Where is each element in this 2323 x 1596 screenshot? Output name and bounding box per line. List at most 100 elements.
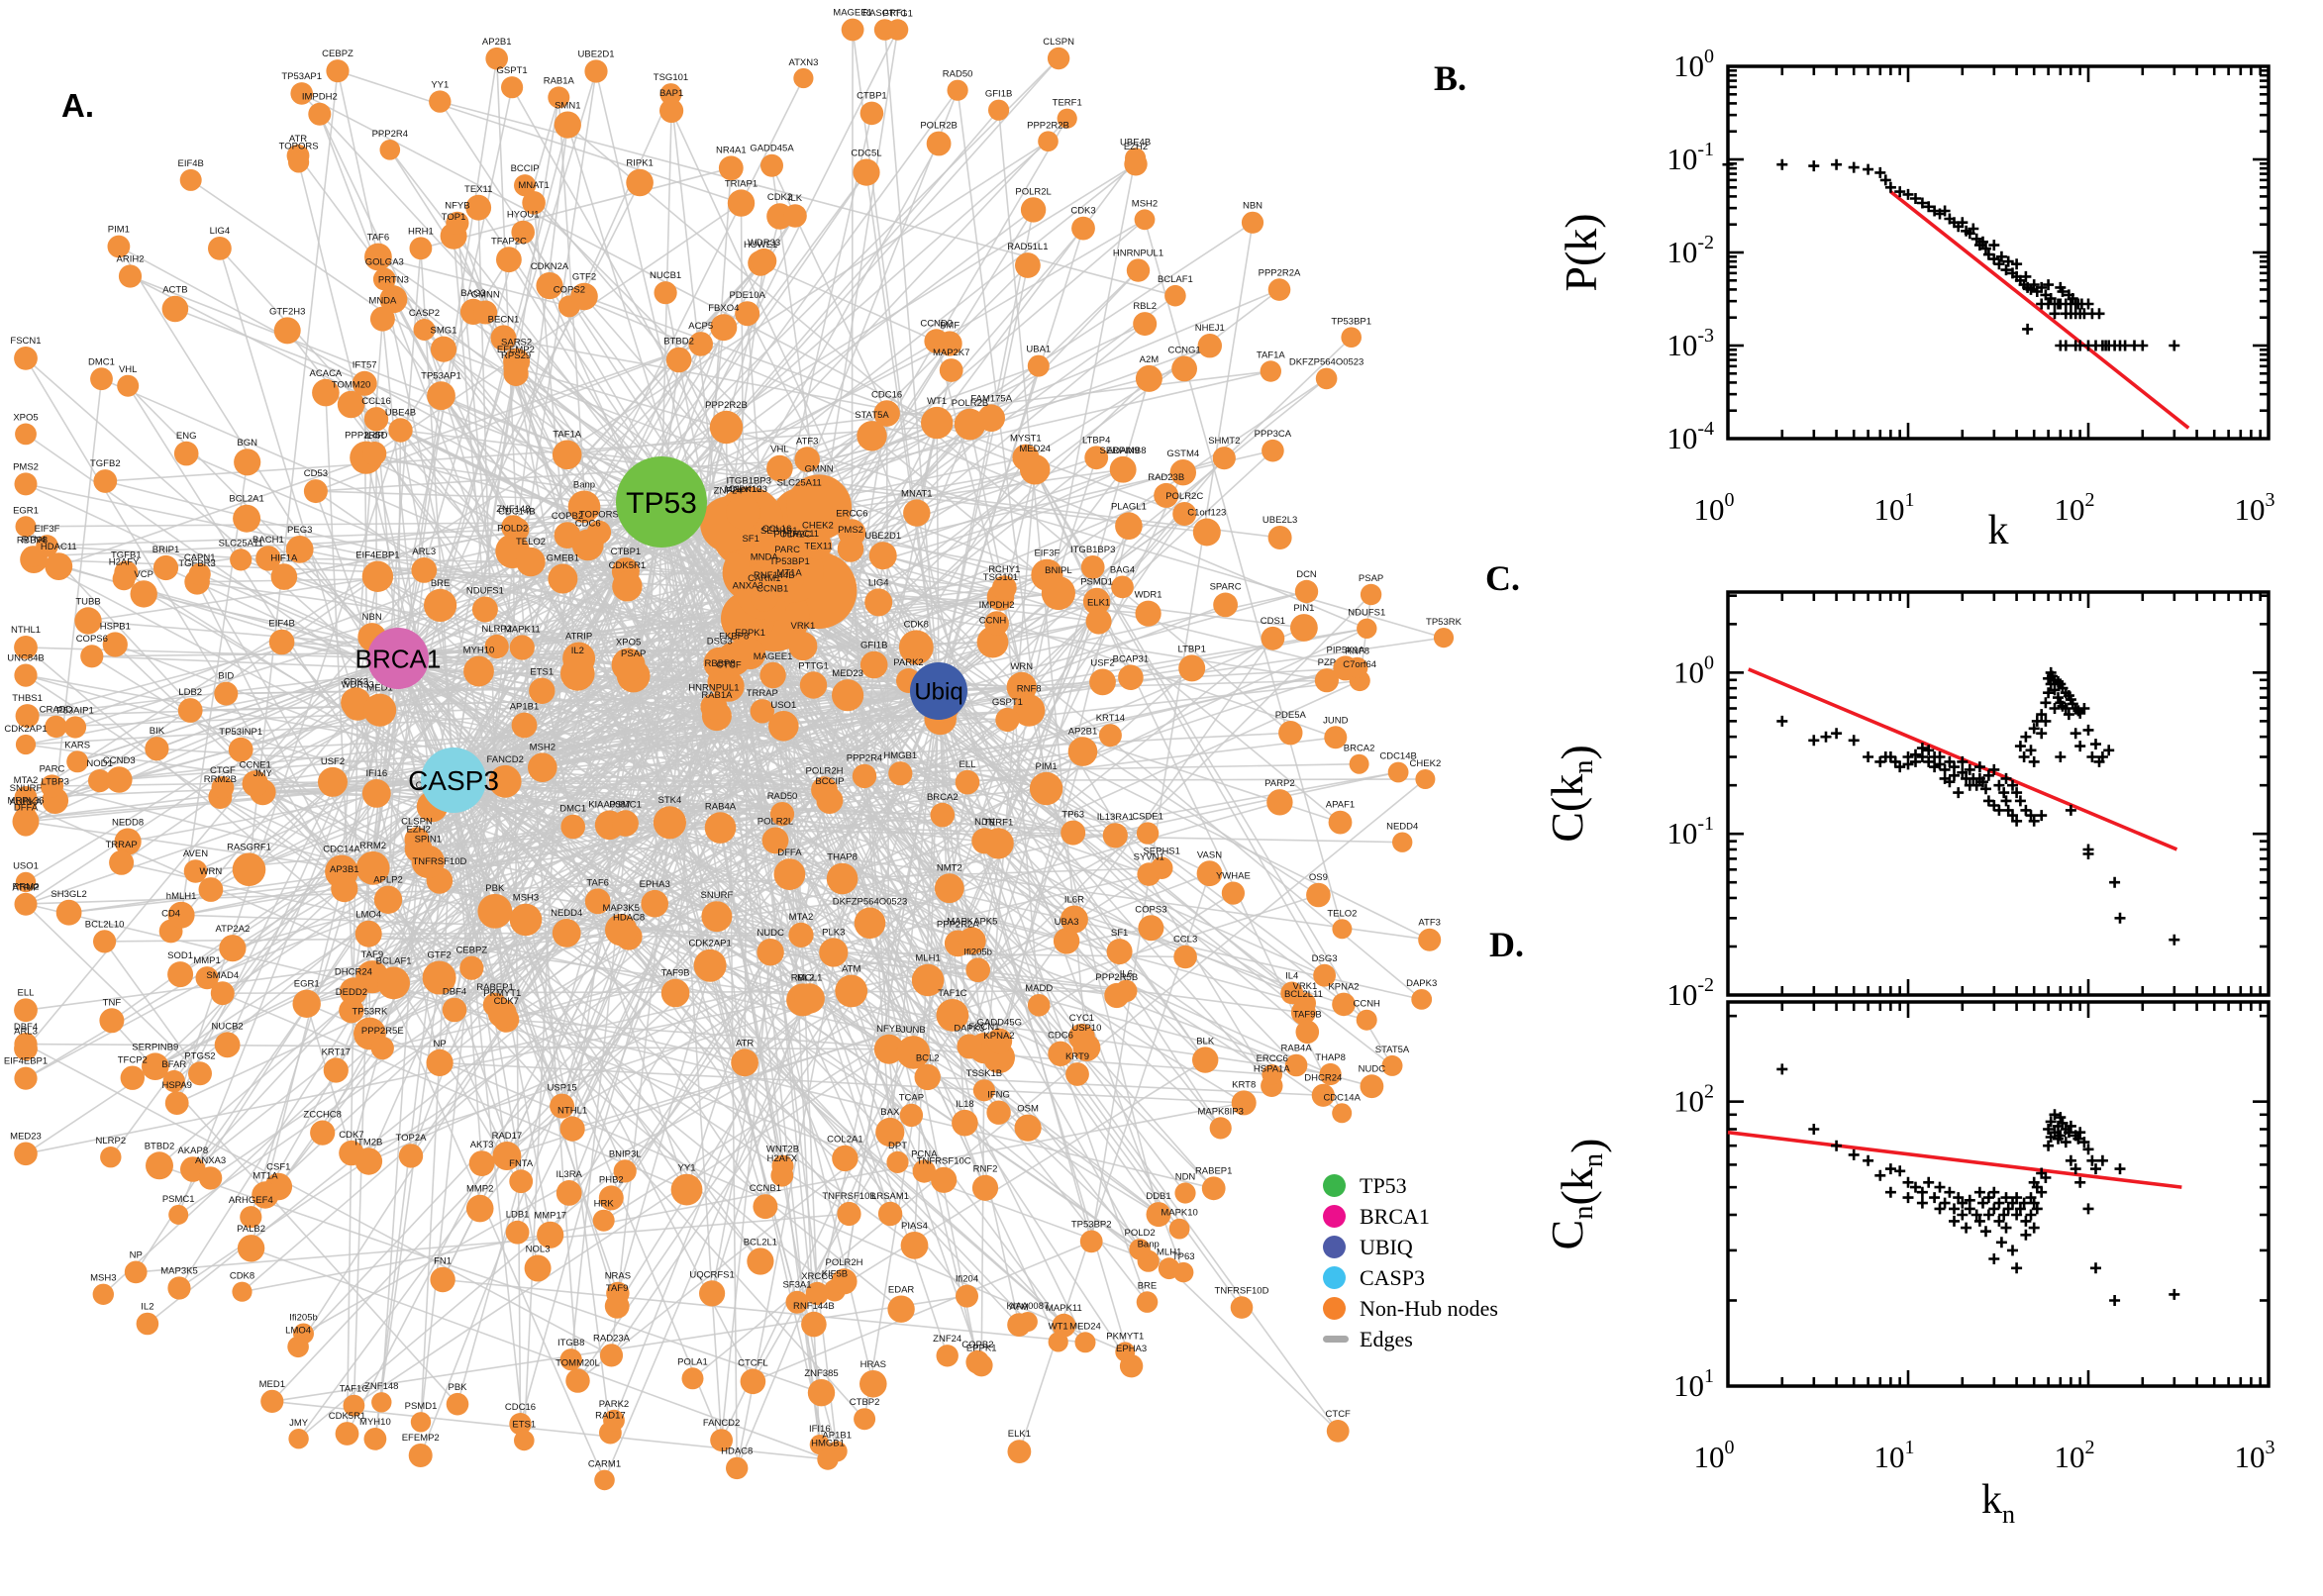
gene-node	[653, 806, 687, 840]
gene-node	[411, 845, 445, 878]
gene-node-label: A2M	[1140, 354, 1160, 365]
gene-node-label: SYVN1	[1134, 851, 1164, 862]
gene-node	[514, 174, 537, 197]
gene-node	[1326, 1420, 1350, 1443]
gene-node-label: DBF4	[443, 987, 466, 998]
gene-node	[492, 1142, 522, 1170]
gene-node-label: XRCC6	[801, 1271, 833, 1282]
gene-node-label: MTA2	[14, 775, 39, 786]
network-edge	[549, 284, 1367, 630]
gene-node	[914, 1063, 941, 1091]
gene-node-label: GSTM4	[1166, 449, 1199, 459]
gene-node-label: TRRAP	[747, 688, 778, 699]
gene-node-label: CDKN2A	[531, 261, 569, 272]
gene-node-label: CDC6	[1048, 1031, 1073, 1042]
gene-node	[1230, 1296, 1254, 1319]
gene-node-label: TRIAP1	[725, 178, 758, 189]
network-edge	[315, 490, 662, 503]
legend-label: BRCA1	[1360, 1203, 1430, 1229]
gene-node-label: CDC5L	[851, 149, 881, 159]
gene-node-label: TGFB2	[90, 458, 121, 469]
gene-node	[117, 374, 140, 397]
gene-node-label: MSH3	[513, 893, 539, 904]
gene-node	[793, 67, 814, 89]
gene-node-label: TNFRSF10D	[1215, 1285, 1269, 1296]
gene-node-label: MAP3K5	[602, 903, 640, 914]
gene-node	[388, 418, 413, 443]
gene-node	[803, 531, 833, 560]
gene-node-label: MSH2	[530, 743, 556, 753]
gene-node-label: CDC14B	[498, 506, 536, 517]
gene-node	[1357, 618, 1377, 639]
gene-node-label: TGFB1	[111, 549, 142, 560]
gene-node	[794, 447, 820, 472]
gene-node-label: POLR2C	[1165, 491, 1203, 502]
gene-node-label: GFI1B	[985, 89, 1012, 100]
gene-node	[853, 158, 880, 186]
gene-node	[898, 630, 934, 665]
network-edge	[577, 1131, 891, 1382]
gene-node	[273, 317, 301, 345]
gene-node-label: NUDC	[757, 928, 784, 939]
gene-node-label: AP1B1	[822, 1430, 852, 1441]
gene-node-label: CDK8	[230, 1271, 254, 1282]
network-edge	[25, 526, 563, 1107]
gene-node	[807, 1379, 836, 1407]
tick-label: 10-4	[1666, 418, 1714, 455]
network-edge	[936, 157, 1137, 424]
network-edge	[991, 641, 1423, 1001]
network-edge	[25, 532, 600, 883]
gene-node	[339, 977, 367, 1006]
gene-node-label: ELL	[18, 987, 35, 998]
gene-node-label: PARP2	[1264, 778, 1294, 789]
network-edge	[397, 657, 1000, 1058]
axis-ticks	[1726, 1002, 2271, 1388]
network-edge	[515, 360, 718, 717]
gene-node-label: TAF9	[606, 1283, 629, 1294]
network-edge	[453, 617, 749, 781]
gene-node-label: SF1	[742, 534, 758, 545]
gene-node	[805, 1281, 829, 1306]
gene-node-label: FBXO4	[708, 303, 739, 314]
gene-node-label: EGR1	[294, 979, 320, 990]
gene-node-label: CTGF	[210, 765, 236, 776]
gene-node	[760, 153, 783, 177]
gene-node-label: NOL3	[526, 1245, 551, 1255]
gene-node-label: ENG	[176, 431, 197, 442]
gene-node-label: PDE5A	[1275, 710, 1307, 721]
gene-node-label: C7orf64	[1343, 659, 1376, 670]
gene-node-label: Ifi205b	[963, 947, 992, 957]
gene-node-label: TP63	[1061, 810, 1084, 821]
gene-node-label: DHCR24	[1304, 1073, 1342, 1084]
network-edge	[121, 861, 1000, 1058]
network-edge	[883, 29, 940, 692]
gene-node	[1079, 1230, 1103, 1253]
gene-node-label: PPP3CA	[1255, 429, 1292, 440]
gene-node-label: PARK2	[599, 1399, 629, 1410]
gene-node-label: BRE	[1138, 1280, 1158, 1291]
legend-item-non-hub-nodes: Non-Hub nodes	[1323, 1293, 1498, 1324]
network-edge	[660, 501, 711, 966]
gene-node	[751, 248, 777, 274]
gene-node-label: SERPINB9	[132, 1042, 178, 1052]
network-edge	[25, 607, 773, 806]
network-edge	[397, 288, 1280, 659]
gene-node	[1129, 1239, 1151, 1260]
gene-node	[1332, 919, 1353, 940]
gene-node	[1267, 278, 1291, 301]
node-dot-icon	[1323, 1205, 1346, 1228]
gene-node-label: FSCN1	[968, 1022, 999, 1033]
gene-node	[1192, 1047, 1219, 1073]
gene-node-label: H2AFY	[109, 556, 140, 567]
gene-node-label: GMNN	[471, 290, 500, 301]
gene-node	[604, 1293, 630, 1319]
gene-node-label: TAF1C	[340, 1384, 369, 1395]
gene-node	[93, 930, 117, 953]
network-edge	[669, 94, 821, 1446]
gene-node-label: CDC14A	[323, 845, 360, 855]
gene-node	[709, 410, 744, 445]
network-edge	[515, 366, 1445, 639]
gene-node-label: AKAP8	[177, 1146, 208, 1156]
gene-node-label: ELK1	[1008, 1429, 1031, 1440]
gene-node	[161, 295, 189, 323]
